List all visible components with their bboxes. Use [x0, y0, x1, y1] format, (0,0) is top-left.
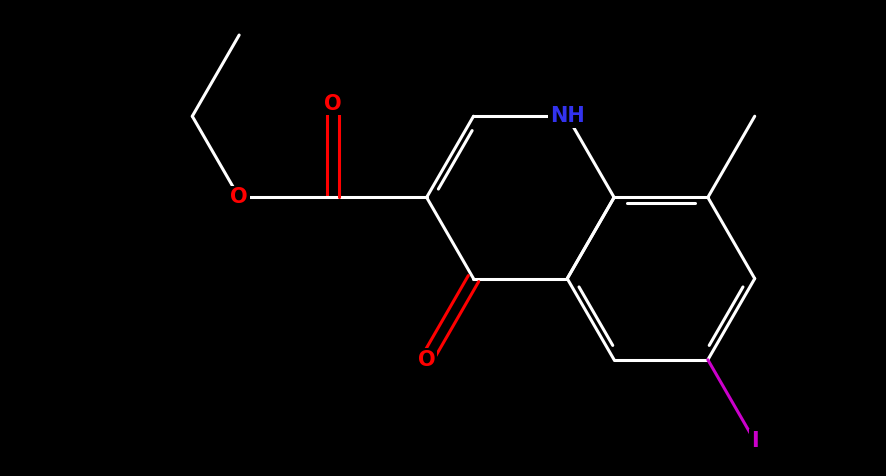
Text: O: O — [230, 188, 248, 208]
Text: NH: NH — [549, 106, 584, 126]
Text: O: O — [417, 350, 435, 370]
Text: O: O — [323, 94, 341, 114]
Text: I: I — [750, 431, 758, 451]
